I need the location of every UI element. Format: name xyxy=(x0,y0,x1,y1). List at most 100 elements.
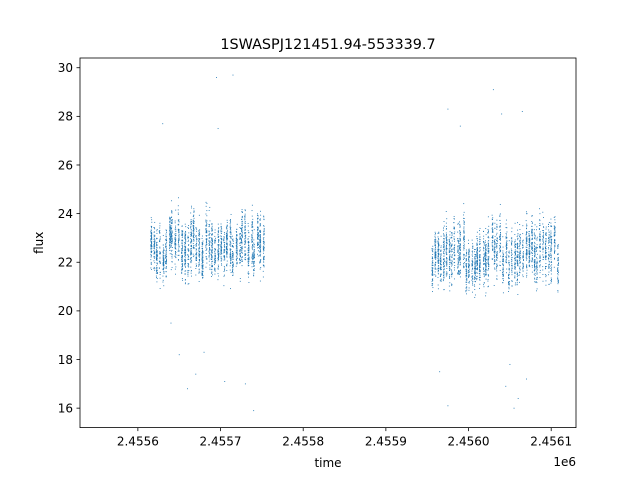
data-point xyxy=(198,232,200,234)
data-point xyxy=(434,256,436,258)
data-point xyxy=(156,244,158,246)
data-point xyxy=(519,236,521,237)
data-point xyxy=(252,221,254,223)
data-point xyxy=(191,275,192,277)
data-point xyxy=(474,251,476,253)
data-point xyxy=(534,268,536,270)
data-point xyxy=(458,252,460,254)
data-point xyxy=(463,253,465,255)
data-point xyxy=(526,252,527,254)
data-point xyxy=(263,247,265,249)
data-point xyxy=(198,281,200,282)
data-point xyxy=(511,255,512,257)
data-point xyxy=(247,255,249,256)
data-point xyxy=(496,254,498,256)
data-point xyxy=(466,278,468,280)
data-point xyxy=(443,276,445,278)
data-point xyxy=(531,257,533,259)
data-point xyxy=(188,249,190,251)
data-point xyxy=(244,213,246,215)
data-point xyxy=(223,232,225,233)
data-point xyxy=(260,242,262,244)
data-point xyxy=(262,264,264,266)
data-point xyxy=(175,228,177,230)
data-point xyxy=(171,243,173,244)
data-point xyxy=(550,250,552,252)
data-point xyxy=(526,238,528,240)
data-point xyxy=(557,291,559,293)
data-point xyxy=(539,266,541,268)
data-point xyxy=(484,252,486,254)
data-point xyxy=(241,246,243,248)
data-point xyxy=(534,281,536,282)
data-point xyxy=(211,234,213,236)
data-point xyxy=(459,273,461,275)
data-point xyxy=(257,234,259,236)
data-point xyxy=(198,248,200,250)
data-point xyxy=(150,254,152,256)
data-point xyxy=(253,250,255,252)
data-point xyxy=(260,245,262,247)
data-point xyxy=(525,233,527,235)
data-point xyxy=(522,245,524,246)
data-point xyxy=(477,269,478,271)
data-point xyxy=(202,271,204,273)
data-point xyxy=(459,260,461,261)
data-point xyxy=(533,273,535,275)
data-point xyxy=(192,224,194,226)
data-point xyxy=(451,254,453,256)
data-point xyxy=(496,254,498,256)
data-point xyxy=(459,255,461,257)
data-point xyxy=(548,258,549,259)
data-point xyxy=(479,269,480,271)
data-point xyxy=(539,243,541,245)
data-point xyxy=(485,249,487,251)
data-point xyxy=(474,272,476,274)
data-point xyxy=(438,265,440,267)
data-point xyxy=(245,232,247,234)
data-point xyxy=(515,254,517,256)
data-point xyxy=(483,273,485,275)
data-point xyxy=(256,245,258,247)
data-point xyxy=(211,246,213,248)
data-point xyxy=(223,259,225,261)
data-point xyxy=(156,259,158,261)
data-point xyxy=(519,224,521,225)
data-point xyxy=(223,250,225,252)
data-point xyxy=(506,231,508,233)
data-point xyxy=(516,279,518,281)
data-point xyxy=(208,209,210,211)
data-point xyxy=(485,227,487,229)
data-point xyxy=(239,238,241,240)
data-point xyxy=(260,259,262,260)
data-point xyxy=(190,242,192,244)
data-point xyxy=(550,225,552,227)
data-point xyxy=(230,243,232,245)
data-point xyxy=(531,234,533,236)
data-point xyxy=(544,274,546,275)
data-point xyxy=(239,258,241,260)
data-point xyxy=(150,242,152,244)
data-point xyxy=(224,246,226,248)
data-point xyxy=(257,215,259,217)
data-point xyxy=(528,264,530,266)
data-point xyxy=(542,244,544,246)
data-point xyxy=(453,252,455,254)
data-point xyxy=(476,265,478,266)
data-point xyxy=(201,246,203,248)
data-point xyxy=(195,256,197,258)
data-point xyxy=(260,231,262,232)
data-point xyxy=(536,261,538,263)
data-point xyxy=(230,259,232,261)
data-point xyxy=(558,279,559,281)
data-point xyxy=(543,242,545,244)
data-point xyxy=(217,251,219,253)
data-point xyxy=(536,288,538,290)
data-point xyxy=(231,253,233,255)
data-point xyxy=(232,257,234,259)
data-point xyxy=(181,260,183,262)
data-point xyxy=(159,262,161,264)
data-point xyxy=(260,251,262,253)
data-point xyxy=(459,252,461,254)
data-point xyxy=(531,246,533,248)
